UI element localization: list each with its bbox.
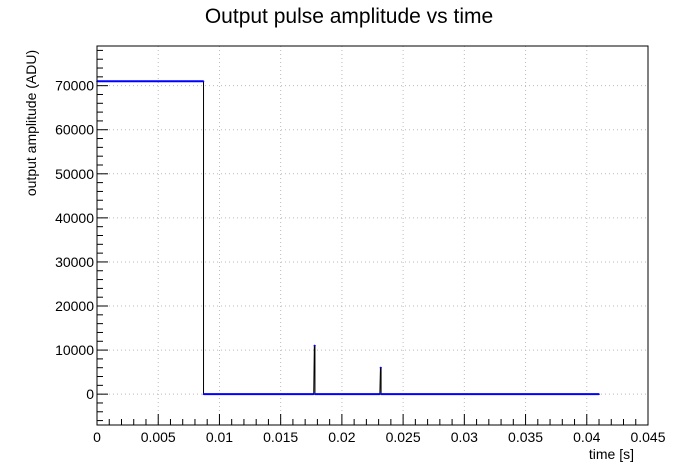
x-tick-label: 0.01 [206,429,233,445]
y-axis-label: output amplitude (ADU) [23,50,39,196]
plot-frame [96,45,649,426]
data-point [314,344,316,347]
x-tick-label: 0.03 [451,429,478,445]
series-transition-segment [379,367,381,395]
data-point [312,393,315,395]
data-point [380,393,382,395]
axis-layer [96,45,649,426]
x-tick-label: 0.045 [630,429,665,445]
grid-layer [97,46,648,425]
y-tick-label: 10000 [55,342,94,358]
y-tick-label: 30000 [55,254,94,270]
series-layer [96,80,600,396]
series-transition-segment [313,345,315,395]
data-point [202,393,205,395]
data-point [380,366,382,369]
tick-label-layer: 0 0.005 0.01 0.015 0.02 0.025 0.03 0.035 0.04 0.0… [55,78,666,445]
x-tick-label: 0.035 [508,429,543,445]
x-tick-label: 0.04 [573,429,600,445]
y-tick-label: 40000 [55,210,94,226]
x-tick-label: 0 [93,429,101,445]
y-tick-label: 20000 [55,298,94,314]
x-axis-label: time [s] [589,446,634,462]
y-tick-label: 70000 [55,78,94,94]
data-point [598,393,600,395]
x-tick-label: 0.015 [263,429,298,445]
y-tick-label: 0 [86,386,94,402]
data-point [314,393,316,395]
x-tick-label: 0.02 [328,429,355,445]
y-tick-label: 50000 [55,166,94,182]
x-tick-label: 0.025 [386,429,421,445]
data-point [202,80,205,83]
y-tick-label: 60000 [55,122,94,138]
x-tick-label: 0.005 [141,429,176,445]
data-point [379,393,381,395]
chart-title: Output pulse amplitude vs time [205,5,493,28]
